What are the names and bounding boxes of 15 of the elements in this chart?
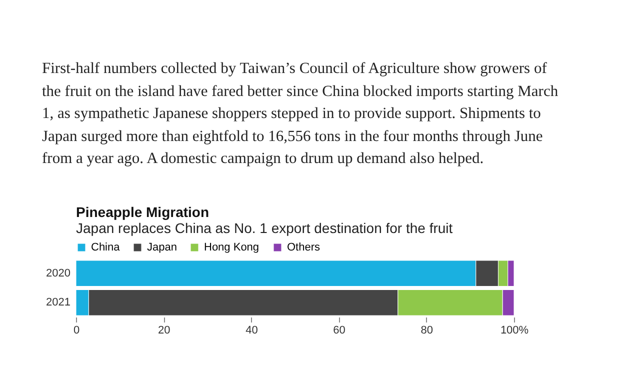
y-tick-label: 2021: [46, 296, 70, 309]
x-tick-label: 40: [246, 324, 258, 336]
x-tick-label: 80: [420, 324, 434, 336]
legend-label: Others: [287, 242, 321, 254]
legend-label: China: [91, 242, 121, 254]
chart-title: Pineapple Migration: [76, 204, 210, 220]
legend-label: Japan: [147, 242, 177, 254]
x-tick-label: 20: [158, 324, 170, 336]
x-tick-label: 60: [333, 324, 346, 336]
y-tick-label: 2020: [46, 267, 70, 280]
text: First-half numbers collected by Taiwan’s Council of Agriculture show growers of the fruit on the island have fared better since China blocked imports starting March 1, as sympathetic Japanese shoppers stepped in to provide support. Shipments to Japan surged more than eightfold to 16,556 tons in the four months through June from a year ago. A domestic campaign to drum up demand also helped.: [42, 59, 560, 169]
legend-label: Hong Kong: [204, 242, 260, 254]
x-tick-label: 0: [73, 324, 80, 336]
x-tick-label: 100%: [500, 324, 529, 336]
chart-subtitle: Japan replaces China as No. 1 export destination for the fruit: [76, 220, 453, 236]
